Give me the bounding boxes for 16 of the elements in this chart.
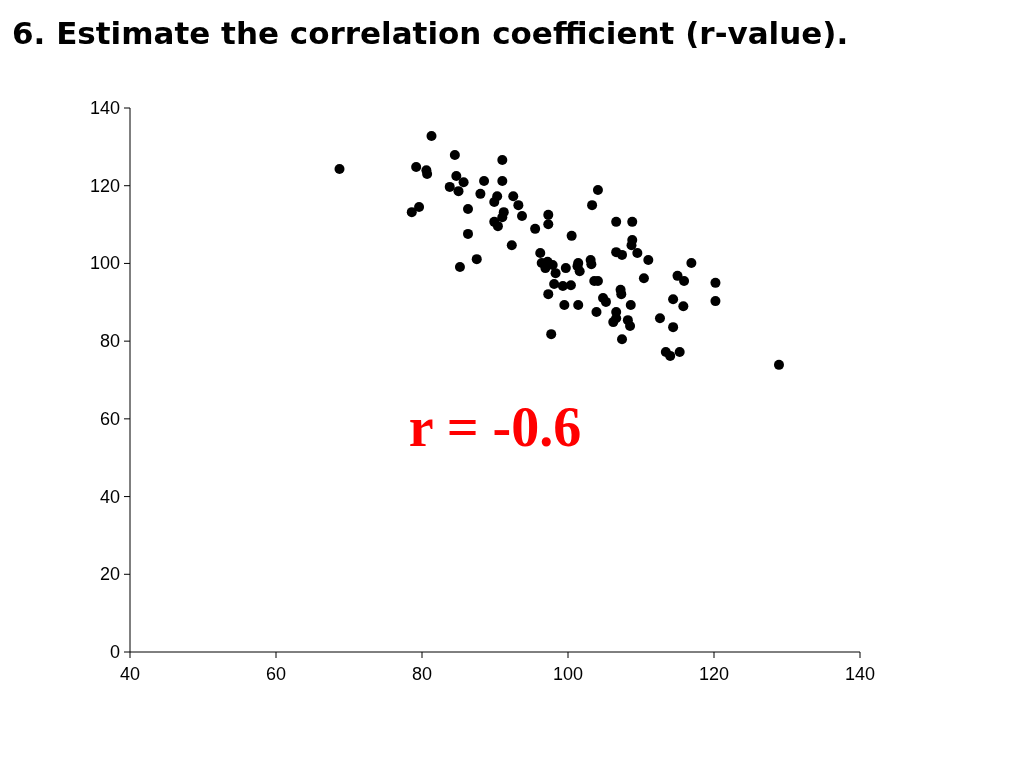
y-tick-label: 40 <box>99 486 120 507</box>
y-tick-label: 120 <box>89 175 120 196</box>
x-tick-label: 80 <box>411 664 433 684</box>
x-tick-label: 40 <box>119 664 141 684</box>
y-tick-label: 20 <box>99 564 120 585</box>
x-tick-label: 100 <box>552 664 584 684</box>
y-tick-label: 100 <box>89 253 120 274</box>
x-tick-label: 60 <box>265 664 287 684</box>
annotation: r = -0.6 <box>408 396 582 459</box>
x-tick-label: 120 <box>698 664 730 684</box>
y-tick-label: 60 <box>99 408 120 429</box>
y-tick-label: 140 <box>89 98 120 118</box>
y-tick-label: 0 <box>109 642 120 662</box>
chart-title: 6. Estimate the correlation coefficient (r-value). <box>12 15 849 51</box>
x-tick-label: 140 <box>844 664 876 684</box>
y-tick-label: 80 <box>99 331 120 352</box>
